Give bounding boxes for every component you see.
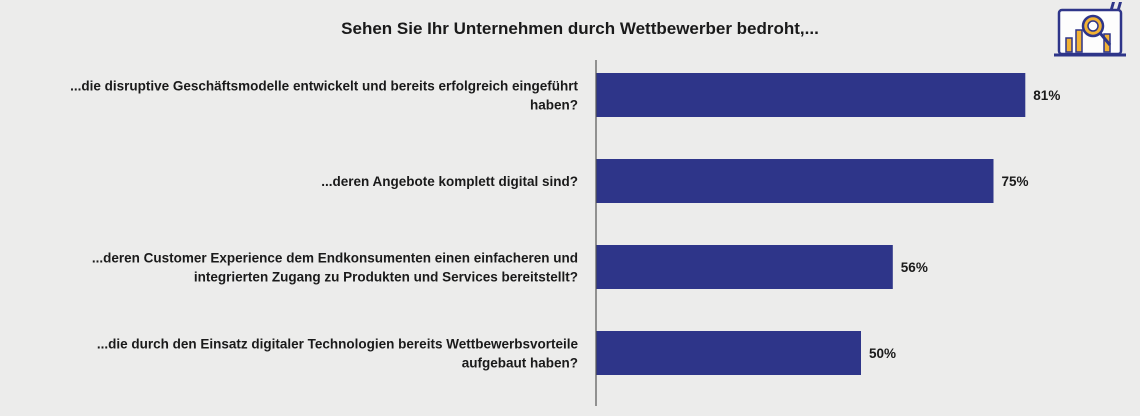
category-label-4-line-1: ...die durch den Einsatz digitaler Techn…: [97, 337, 579, 352]
bar-3: [596, 245, 893, 289]
bar-2: [596, 159, 994, 203]
category-label-3-line-2: integrierten Zugang zu Produkten und Ser…: [194, 270, 578, 285]
magnifier-chart-icon: [1054, 2, 1126, 57]
value-label-1: 81%: [1033, 88, 1060, 103]
chart-title: Sehen Sie Ihr Unternehmen durch Wettbewe…: [341, 19, 819, 38]
value-label-2: 75%: [1002, 174, 1029, 189]
bar-1: [596, 73, 1026, 117]
value-label-4: 50%: [869, 346, 896, 361]
value-label-3: 56%: [901, 260, 928, 275]
category-label-4-line-2: aufgebaut haben?: [462, 356, 578, 371]
category-label-2-line-1: ...deren Angebote komplett digital sind?: [321, 174, 578, 189]
bars-layer: 81% ...die disruptive Geschäftsmodelle en…: [70, 73, 1060, 375]
bar-4: [596, 331, 861, 375]
category-label-1-line-2: haben?: [530, 98, 578, 113]
category-label-3-line-1: ...deren Customer Experience dem Endkons…: [92, 251, 578, 266]
category-label-1-line-1: ...die disruptive Geschäftsmodelle entwi…: [70, 79, 578, 94]
